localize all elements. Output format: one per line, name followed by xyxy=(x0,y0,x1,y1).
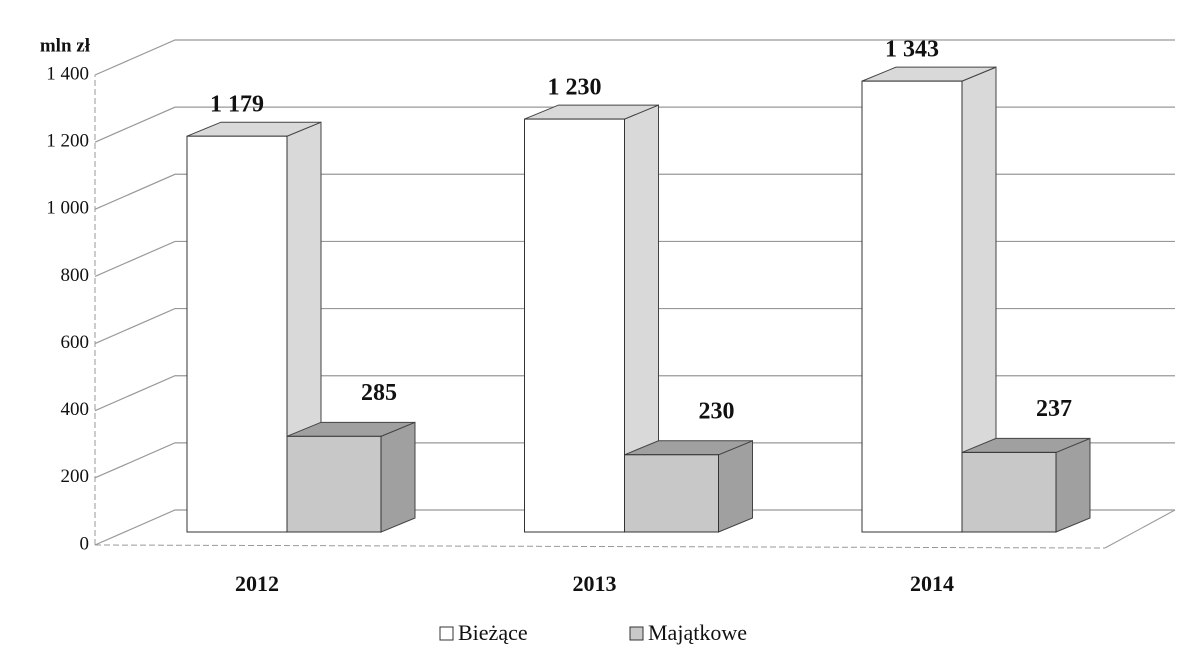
value-label: 1 343 xyxy=(885,37,939,63)
x-tick-label: 2013 xyxy=(573,571,617,596)
bar xyxy=(286,435,382,533)
grid-line xyxy=(94,240,1175,277)
bar xyxy=(861,80,963,533)
grid-line xyxy=(94,39,1175,76)
legend-swatch xyxy=(439,626,454,641)
value-label: 230 xyxy=(699,398,735,424)
value-label: 1 230 xyxy=(548,75,602,101)
bar xyxy=(524,118,625,533)
value-label: 285 xyxy=(361,380,397,406)
y-tick-label: 1 400 xyxy=(46,63,89,84)
bar-side xyxy=(1055,437,1091,533)
legend-label: Bieżące xyxy=(458,620,528,645)
x-tick-label: 2012 xyxy=(235,571,279,596)
y-axis-title: mln zł xyxy=(40,35,91,56)
floor-front xyxy=(94,544,1106,549)
y-tick-label: 200 xyxy=(61,466,90,487)
grid-line xyxy=(94,307,1175,345)
value-label: 1 179 xyxy=(210,92,264,118)
legend-label: Majątkowe xyxy=(648,620,747,645)
y-tick-label: 800 xyxy=(61,265,90,286)
bar-side xyxy=(718,440,753,533)
grid-line xyxy=(94,509,1175,546)
legend-swatch xyxy=(629,626,644,641)
bar-side xyxy=(380,421,416,533)
bar xyxy=(961,451,1057,533)
grid-line xyxy=(94,375,1175,412)
y-tick-label: 1 200 xyxy=(46,131,89,152)
bar xyxy=(186,135,288,533)
floor-right xyxy=(1104,509,1176,549)
grid-line xyxy=(94,442,1175,479)
y-tick-label: 1 000 xyxy=(46,198,89,219)
y-tick-label: 0 xyxy=(80,533,90,554)
grid-line xyxy=(94,106,1175,143)
value-label: 237 xyxy=(1036,396,1072,422)
y-tick-label: 600 xyxy=(61,332,90,353)
y-tick-label: 400 xyxy=(61,399,90,420)
grid-line xyxy=(94,173,1175,210)
x-tick-label: 2014 xyxy=(910,571,954,596)
bar xyxy=(624,454,719,533)
